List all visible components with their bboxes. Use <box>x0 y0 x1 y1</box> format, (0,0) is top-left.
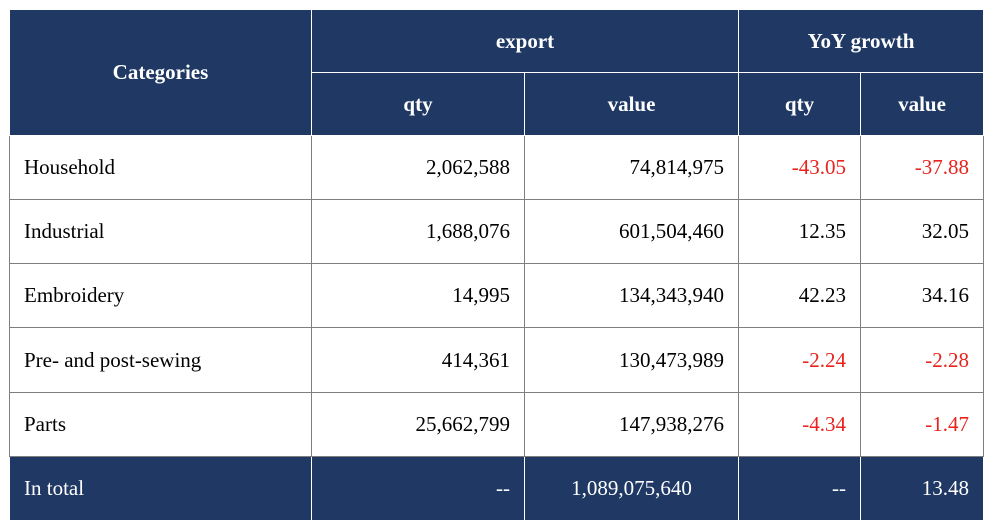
cell-category: Embroidery <box>9 263 312 329</box>
cell-yoy-qty: -4.34 <box>738 391 862 457</box>
cell-category: Pre- and post-sewing <box>9 327 312 393</box>
table-header: Categories export YoY growth qty value q… <box>9 9 985 136</box>
header-export-qty: qty <box>311 72 525 136</box>
cell-category: Parts <box>9 391 312 457</box>
total-export-qty: -- <box>311 455 525 522</box>
cell-yoy-value: -2.28 <box>860 327 985 393</box>
cell-yoy-qty: 12.35 <box>738 199 862 265</box>
table-row: Pre- and post-sewing 414,361 130,473,989… <box>9 327 985 393</box>
header-export: export <box>310 9 740 73</box>
cell-export-qty: 25,662,799 <box>311 391 525 457</box>
table-row: Embroidery 14,995 134,343,940 42.23 34.1… <box>9 263 985 329</box>
header-yoy-value: value <box>860 72 985 136</box>
cell-yoy-value: -1.47 <box>860 391 985 457</box>
cell-export-value: 147,938,276 <box>523 391 740 457</box>
total-yoy-value: 13.48 <box>860 455 985 522</box>
cell-category: Household <box>9 134 312 201</box>
cell-export-qty: 2,062,588 <box>311 134 525 201</box>
cell-export-value: 130,473,989 <box>523 327 740 393</box>
cell-category: Industrial <box>9 199 312 265</box>
export-table: Categories export YoY growth qty value q… <box>9 9 985 522</box>
cell-export-value: 74,814,975 <box>523 134 740 201</box>
table-row: Household 2,062,588 74,814,975 -43.05 -3… <box>9 134 985 201</box>
table-row: Industrial 1,688,076 601,504,460 12.35 3… <box>9 199 985 265</box>
total-row: In total -- 1,089,075,640 -- 13.48 <box>9 455 985 522</box>
cell-yoy-qty: 42.23 <box>738 263 862 329</box>
cell-export-value: 601,504,460 <box>523 199 740 265</box>
total-yoy-qty: -- <box>738 455 862 522</box>
table-body: Household 2,062,588 74,814,975 -43.05 -3… <box>9 134 985 522</box>
cell-export-qty: 1,688,076 <box>311 199 525 265</box>
cell-yoy-value: 32.05 <box>860 199 985 265</box>
total-export-value: 1,089,075,640 <box>523 455 740 522</box>
header-categories: Categories <box>9 9 312 136</box>
cell-export-value: 134,343,940 <box>523 263 740 329</box>
cell-yoy-value: -37.88 <box>860 134 985 201</box>
cell-yoy-qty: -43.05 <box>738 134 862 201</box>
cell-export-qty: 414,361 <box>311 327 525 393</box>
cell-export-qty: 14,995 <box>311 263 525 329</box>
total-category: In total <box>9 455 312 522</box>
export-table-container: Categories export YoY growth qty value q… <box>9 9 985 522</box>
header-yoy-qty: qty <box>738 72 862 136</box>
header-row-sub: qty value qty value <box>10 72 985 136</box>
cell-yoy-qty: -2.24 <box>738 327 862 393</box>
header-yoy-growth: YoY growth <box>738 9 985 73</box>
header-row-top: Categories export YoY growth <box>9 9 985 136</box>
cell-yoy-value: 34.16 <box>860 263 985 329</box>
header-export-value: value <box>523 72 740 136</box>
table-row: Parts 25,662,799 147,938,276 -4.34 -1.47 <box>9 391 985 457</box>
